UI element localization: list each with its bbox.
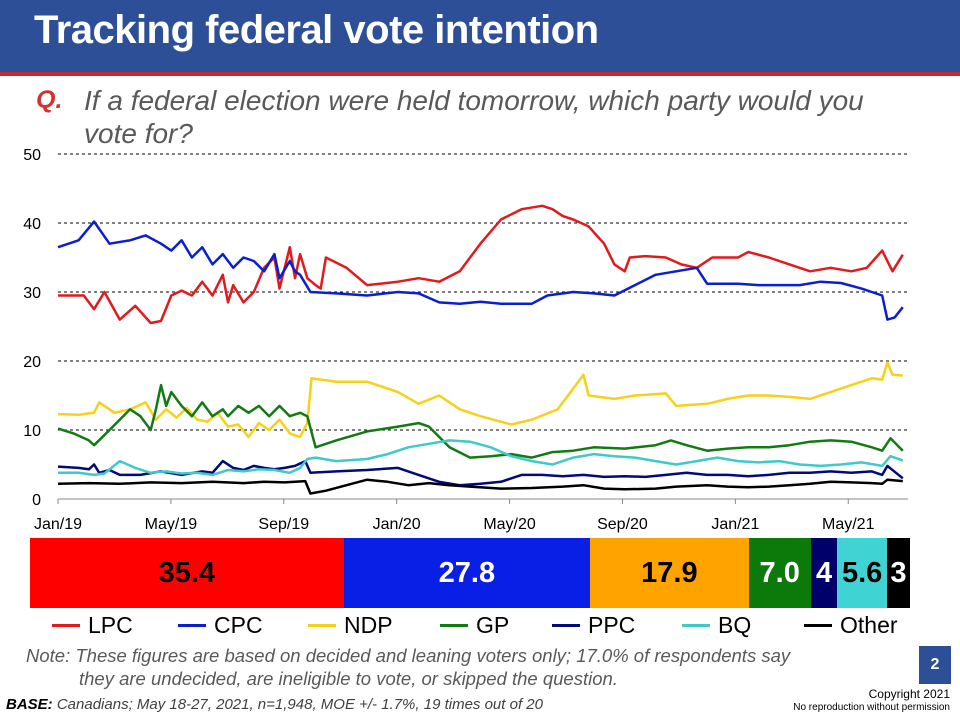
legend-swatch — [804, 624, 832, 627]
share-segment-bq: 5.6 — [837, 538, 887, 608]
share-segment-other: 3 — [886, 538, 910, 608]
legend-item-other: Other — [804, 612, 898, 639]
title-divider — [0, 72, 960, 76]
legend-item-ndp: NDP — [308, 612, 393, 639]
series-line-bq — [58, 439, 904, 477]
legend-item-gp: GP — [440, 612, 509, 639]
legend-label: Other — [840, 612, 898, 638]
series-line-cpc — [57, 220, 904, 321]
share-segment-cpc: 27.8 — [343, 538, 591, 608]
legend-label: CPC — [214, 612, 263, 638]
legend-swatch — [52, 624, 80, 627]
copyright-line: Copyright 2021 — [868, 687, 950, 701]
copyright-block: Copyright 2021 No reproduction without p… — [793, 688, 950, 714]
x-tick-label: Sep/19 — [258, 516, 309, 533]
share-segment-ndp: 17.9 — [590, 538, 749, 608]
x-tick-label: Jan/19 — [34, 516, 82, 533]
legend-swatch — [682, 624, 710, 627]
copyright-sub: No reproduction without permission — [793, 702, 950, 713]
y-tick-label: 40 — [23, 216, 41, 233]
base-text: Canadians; May 18-27, 2021, n=1,948, MOE… — [56, 696, 543, 713]
legend-swatch — [552, 624, 580, 627]
vote-intention-line-chart: 0 10 20 30 40 50 Jan/19 May/19 Sep/19 Jan/20 May/2… — [23, 147, 908, 533]
legend-label: NDP — [344, 612, 393, 638]
legend-item-bq: BQ — [682, 612, 751, 639]
legend-swatch — [178, 624, 206, 627]
series-line-gp — [57, 383, 904, 459]
footnote: Note: These figures are based on decided… — [26, 644, 906, 690]
page-title: Tracking federal vote intention — [34, 8, 599, 52]
share-segment-lpc: 35.4 — [30, 538, 344, 608]
question-text: If a federal election were held tomorrow… — [84, 85, 864, 149]
legend-label: PPC — [588, 612, 636, 638]
footnote-line-1: Note: These figures are based on decided… — [26, 645, 791, 666]
x-tick-label: Jan/21 — [711, 516, 759, 533]
y-tick-label: 0 — [32, 492, 41, 509]
legend-label: BQ — [718, 612, 752, 638]
question-marker: Q. — [36, 86, 63, 114]
y-tick-label: 20 — [23, 354, 41, 371]
legend-swatch — [440, 624, 468, 627]
base-label: BASE: — [6, 696, 53, 713]
series-line-ndp — [57, 361, 903, 439]
legend-label: LPC — [88, 612, 133, 638]
share-segment-gp: 7.0 — [748, 538, 811, 608]
page-number: 2 — [919, 646, 951, 684]
series-line-other — [57, 478, 903, 495]
y-tick-label: 30 — [23, 285, 41, 302]
x-tick-label: Sep/20 — [597, 516, 648, 533]
chart-legend: LPC CPC NDP GP PPC BQ Other — [52, 612, 932, 640]
y-tick-label: 50 — [23, 147, 41, 164]
title-banner: Tracking federal vote intention — [0, 0, 960, 72]
y-tick-label: 10 — [23, 423, 41, 440]
base-info: BASE: Canadians; May 18-27, 2021, n=1,94… — [6, 696, 543, 713]
legend-item-cpc: CPC — [178, 612, 263, 639]
x-tick-label: May/20 — [483, 516, 536, 533]
x-tick-label: May/21 — [822, 516, 875, 533]
footnote-line-2: they are undecided, are ineligible to vo… — [79, 668, 618, 689]
x-tick-label: May/19 — [145, 516, 198, 533]
legend-item-ppc: PPC — [552, 612, 635, 639]
x-tick-label: Jan/20 — [373, 516, 421, 533]
share-segment-ppc: 4 — [810, 538, 838, 608]
legend-label: GP — [476, 612, 510, 638]
series-line-lpc — [58, 204, 904, 325]
current-share-bar: 35.4 27.8 17.9 7.0 4 5.6 3 — [30, 538, 910, 608]
legend-item-lpc: LPC — [52, 612, 133, 639]
legend-swatch — [308, 624, 336, 627]
